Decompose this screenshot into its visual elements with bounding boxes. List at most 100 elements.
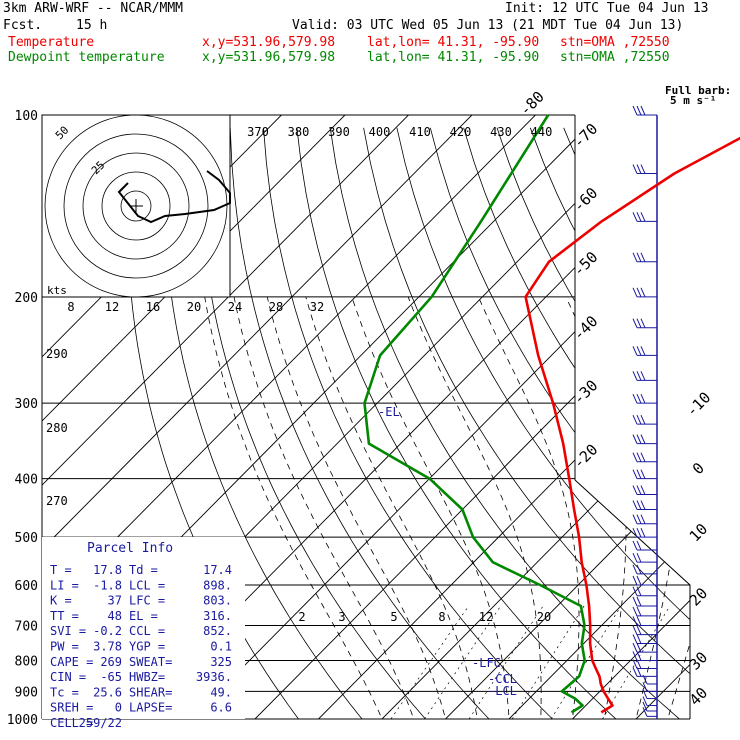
theta-label: 380 — [288, 125, 310, 139]
wind-barb-flag — [640, 371, 646, 381]
isotherm-line — [42, 115, 536, 719]
wind-barb-flag — [636, 634, 642, 644]
wind-barb-flag — [632, 527, 638, 538]
wind-barb-flag — [636, 596, 642, 607]
temperature-tick-label: -40 — [570, 312, 602, 344]
theta-label: 270 — [46, 494, 68, 508]
wind-barb — [632, 252, 657, 263]
wind-barb-flag — [632, 212, 638, 222]
wind-barb-flag — [632, 596, 638, 607]
theta-label: 370 — [247, 125, 269, 139]
wind-barb-flag — [636, 469, 642, 479]
parcel-label: T = — [50, 563, 72, 577]
parcel-value: 48 — [108, 609, 122, 623]
pressure-tick-label: 600 — [15, 579, 38, 594]
wind-barb-flag — [636, 651, 642, 661]
wind-barb-flag — [632, 667, 638, 677]
wind-barb-flag — [636, 393, 642, 404]
parcel-label: LFC = — [129, 594, 165, 608]
hodograph-trace — [117, 170, 231, 224]
mixing-ratio-label: 5 — [390, 610, 397, 624]
pressure-tick-label: 300 — [15, 397, 38, 412]
wind-barb — [632, 164, 657, 175]
wind-barb-flag — [636, 527, 642, 538]
isotherm-line — [572, 115, 690, 719]
moist-adiabat — [407, 296, 542, 719]
mixing-ratio-line — [511, 605, 585, 719]
wind-barb — [632, 434, 657, 445]
legend-dewpoint-latlon: lat,lon= 41.31, -95.90 — [367, 50, 540, 65]
dry-adiabat — [196, 127, 438, 719]
wind-barb-flag — [636, 500, 642, 510]
wind-barb-flag — [636, 287, 642, 298]
temperature-tick-label: -50 — [570, 248, 602, 280]
parcel-value: 269 — [100, 655, 122, 669]
moist-adiabat — [305, 296, 478, 719]
wind-barb — [632, 586, 657, 597]
wind-barb-flag — [632, 616, 638, 626]
wind-barb — [632, 642, 657, 653]
parcel-label: YGP = — [129, 640, 165, 654]
wind-barb-flag — [632, 552, 638, 563]
parcel-value: 0 — [115, 701, 122, 715]
isotherm-line — [42, 115, 473, 719]
pressure-tick-label: 400 — [15, 473, 38, 488]
parcel-label: SREH = — [50, 701, 93, 715]
wind-barb-flag — [632, 500, 638, 510]
moist-adiabat — [623, 296, 686, 719]
wind-barb-flag — [640, 105, 646, 116]
valid-time: Valid: 03 UTC Wed 05 Jun 13 (21 MDT Tue … — [292, 18, 684, 33]
legend-temperature-station: stn=OMA ,72550 — [560, 35, 670, 50]
wind-barb-flag — [636, 552, 642, 563]
wind-barb — [632, 659, 657, 670]
wind-barb-flag — [636, 616, 642, 626]
mixing-ratio-label: 12 — [105, 300, 119, 314]
wind-barb-flag — [632, 540, 638, 551]
wind-barb-flag — [632, 371, 638, 381]
temperature-tick-label: -20 — [570, 440, 602, 472]
temperature-tick-label: 10 — [686, 520, 712, 546]
wind-barb — [632, 346, 657, 356]
wind-barb-flag — [632, 414, 638, 425]
parcel-value: -1.8 — [93, 578, 122, 592]
wind-barb — [632, 318, 657, 329]
dry-adiabat — [697, 128, 740, 732]
wind-barb — [632, 552, 657, 563]
wind-barb — [642, 701, 657, 712]
wind-barb-flag — [636, 164, 642, 174]
wind-barb-flag — [640, 287, 646, 298]
hodograph-ring — [63, 133, 209, 279]
dry-adiabat — [396, 127, 690, 719]
theta-label: 410 — [409, 125, 431, 139]
theta-label: 420 — [450, 125, 472, 139]
dry-adiabat — [296, 127, 631, 719]
wind-barb-flag — [632, 634, 638, 644]
wind-barb-flag — [632, 252, 638, 262]
wind-barb-flag — [632, 452, 638, 462]
parcel-label: HWBZ= — [129, 670, 165, 684]
wind-barb — [642, 682, 657, 692]
parcel-label: LCL = — [129, 578, 165, 592]
theta-label: 440 — [531, 125, 553, 139]
temperature-tick-label: -60 — [570, 184, 602, 216]
wind-barb-flag — [632, 434, 638, 444]
wind-barb-flag — [636, 371, 642, 381]
wind-barb-flag — [642, 696, 648, 706]
forecast-hour: 15 h — [76, 18, 108, 33]
forecast-label: Fcst. — [3, 18, 43, 33]
wind-barb-flag — [636, 452, 642, 462]
wind-barb-flag — [636, 659, 642, 669]
wind-barb — [632, 540, 657, 551]
wind-barb-flag — [632, 642, 638, 653]
moist-adiabat — [204, 296, 383, 719]
wind-barb-flag — [632, 586, 638, 596]
legend-dewpoint-station: stn=OMA ,72550 — [560, 50, 670, 65]
isotherm-line — [635, 115, 690, 719]
parcel-value: -65 — [100, 670, 122, 684]
legend-dewpoint-xy: x,y=531.96,579.98 — [202, 50, 336, 65]
parcel-value: 803. — [203, 594, 232, 608]
wind-barb-flag — [636, 414, 642, 425]
mixing-ratio-label: 8 — [438, 610, 445, 624]
wind-barb — [632, 287, 657, 298]
